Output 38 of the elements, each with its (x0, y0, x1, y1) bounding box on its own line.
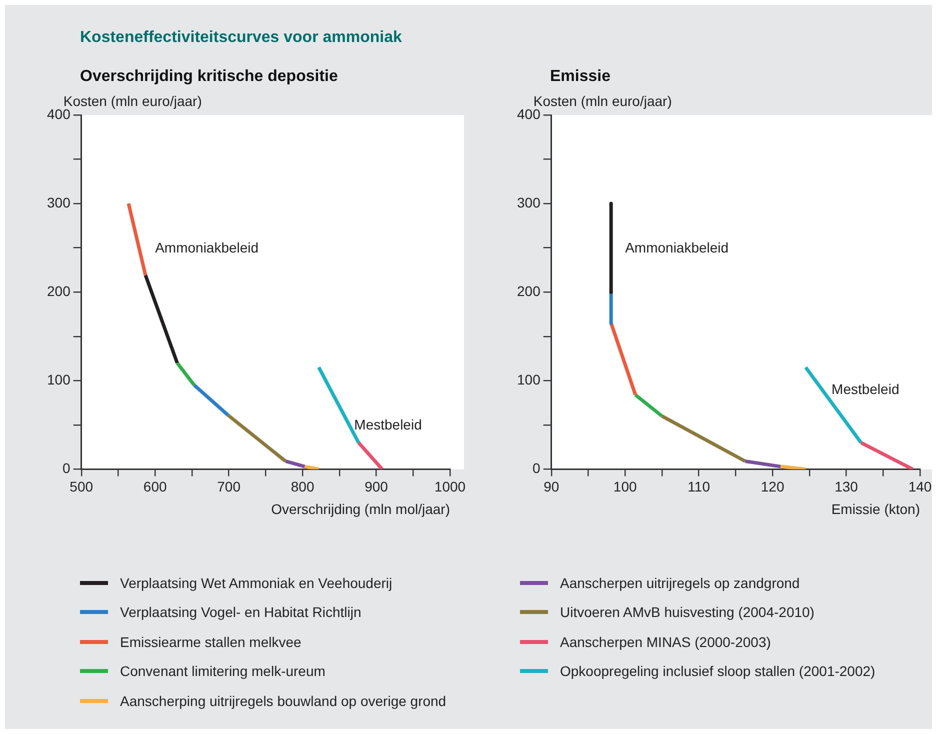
x-tick-label: 100 (613, 478, 637, 494)
legend-label: Uitvoeren AMvB huisvesting (2004-2010) (560, 604, 814, 620)
legend-label: Aanscherpen uitrijregels op zandgrond (560, 574, 800, 591)
legend-label: Emissiearme stallen melkvee (120, 634, 302, 650)
y-tick-label: 200 (517, 282, 541, 299)
annotation: Mestbeleid (832, 381, 900, 398)
x-tick-label: 1000 (434, 478, 466, 494)
legend-label: Verplaatsing Wet Ammoniak en Veehouderij (120, 574, 392, 591)
chart-title: Kosteneffectiviteitscurves voor ammoniak (80, 29, 402, 47)
y-tick-label: 0 (62, 460, 71, 476)
x-tick-label: 800 (290, 478, 314, 494)
chart-title: Emissie (550, 67, 612, 87)
x-tick-label: 600 (143, 478, 167, 494)
y-tick-label: 100 (517, 372, 541, 388)
y-tick-label: 300 (517, 194, 541, 210)
y-tick-label: 300 (47, 194, 71, 210)
chart-subtitle: Overschrijding kritische depositie (80, 67, 339, 87)
x-axis-title: Overschrijding (mln mol/jaar) (271, 501, 450, 518)
legend-label: Opkoopregeling inclusief sloop stallen (2001-2002) (560, 663, 876, 680)
x-tick-label: 500 (70, 478, 94, 494)
y-tick-label: 100 (47, 372, 71, 388)
legend-label: Aanscherpen MINAS (2000-2003) (560, 634, 771, 650)
x-tick-label: 900 (364, 478, 388, 494)
legend-label: Convenant limitering melk-ureum (120, 663, 326, 680)
x-axis-title: Emissie (kton) (831, 501, 920, 518)
legend-label: Verplaatsing Vogel- en Habitat Richtlijn (120, 604, 362, 620)
y-tick-label: 200 (47, 282, 71, 299)
x-tick-label: 700 (217, 478, 241, 494)
x-tick-label: 110 (688, 478, 710, 494)
y-tick-label: 0 (532, 460, 541, 476)
annotation: Ammoniakbeleid (155, 239, 259, 256)
x-tick-label: 90 (544, 478, 560, 494)
annotation: Ammoniakbeleid (625, 239, 729, 256)
legend-label: Aanscherping uitrijregels bouwland op overige grond (120, 692, 446, 709)
x-tick-label: 140 (908, 478, 932, 494)
x-tick-label: 130 (834, 478, 858, 494)
annotation: Mestbeleid (354, 416, 422, 432)
x-tick-label: 120 (760, 478, 784, 494)
